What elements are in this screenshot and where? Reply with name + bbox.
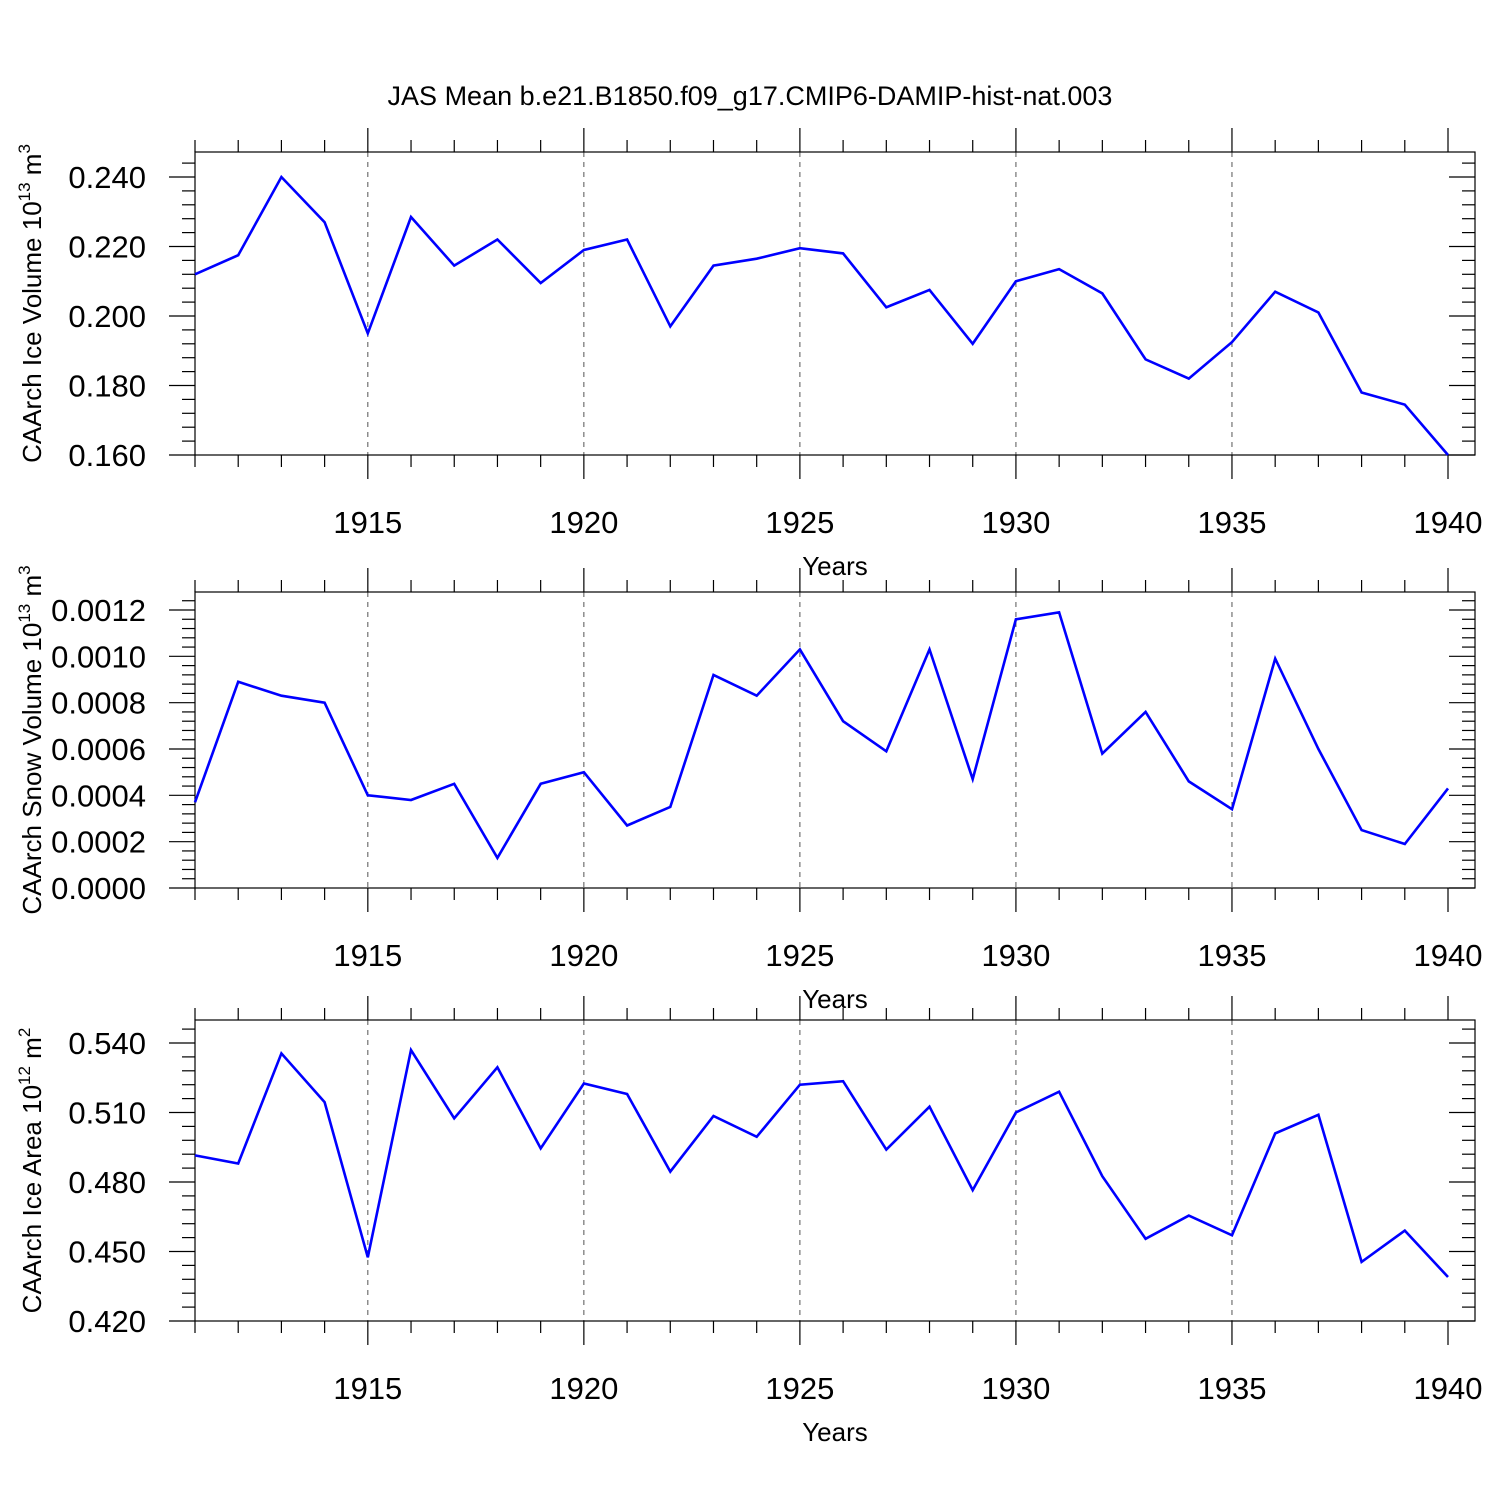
y-tick-label: 0.0012 <box>51 593 146 628</box>
y-axis-label-exponent: 13 <box>15 604 34 623</box>
y-axis-label-unit: m <box>17 1037 47 1066</box>
x-tick-label: 1915 <box>333 1371 402 1406</box>
y-axis-label: CAArch Snow Volume 1013 m3 <box>15 565 47 914</box>
y-tick-label: 0.160 <box>68 438 146 473</box>
x-axis-label: Years <box>802 1417 868 1447</box>
panel-3: 0.420 0.450 0.480 0.510 0.540 1915 1920 1925 193… <box>15 996 1482 1447</box>
y-axis-label-unit: m <box>17 575 47 604</box>
y-tick-label: 0.0002 <box>51 825 146 860</box>
x-tick-label: 1930 <box>981 938 1050 973</box>
y-axis-label-text: CAArch Snow Volume 10 <box>17 623 47 915</box>
x-tick-label: 1925 <box>765 505 834 540</box>
y-tick-label: 0.480 <box>68 1165 146 1200</box>
y-axis-label-unit-exponent: 3 <box>15 144 34 153</box>
chart-panels: 0.160 0.180 0.200 0.220 0.240 1915 1920 1925 193… <box>15 128 1482 1447</box>
x-tick-label: 1925 <box>765 1371 834 1406</box>
x-tick-label: 1930 <box>981 1371 1050 1406</box>
y-tick-label: 0.0004 <box>51 778 146 813</box>
y-axis-label-text: CAArch Ice Volume 10 <box>17 201 47 463</box>
panel-1: 0.160 0.180 0.200 0.220 0.240 1915 1920 1925 193… <box>15 128 1482 581</box>
y-tick-label: 0.240 <box>68 160 146 195</box>
plot-frame <box>194 1019 1476 1322</box>
x-tick-label: 1940 <box>1414 938 1483 973</box>
x-tick-label: 1935 <box>1197 505 1266 540</box>
series-line <box>194 174 1449 456</box>
y-tick-label: 0.200 <box>68 299 146 334</box>
y-axis-label: CAArch Ice Area 1012 m2 <box>15 1028 47 1314</box>
x-tick-label: 1920 <box>549 505 618 540</box>
y-tick-label: 0.420 <box>68 1304 146 1339</box>
series-line <box>194 1046 1449 1278</box>
x-tick-label: 1920 <box>549 938 618 973</box>
y-tick-label: 0.450 <box>68 1235 146 1270</box>
panel-2: 0.0000 0.0002 0.0004 0.0006 0.0008 0.0010 0.00… <box>15 565 1482 1014</box>
y-axis-label-unit-exponent: 3 <box>15 565 34 574</box>
y-tick-label: 0.0000 <box>51 871 146 906</box>
chart-title: JAS Mean b.e21.B1850.f09_g17.CMIP6-DAMIP… <box>388 81 1113 111</box>
plot-frame <box>194 591 1476 889</box>
y-axis-label-exponent: 12 <box>15 1066 34 1085</box>
y-tick-label: 0.510 <box>68 1096 146 1131</box>
x-tick-label: 1935 <box>1197 1371 1266 1406</box>
x-axis-label: Years <box>802 551 868 581</box>
x-axis-label: Years <box>802 984 868 1014</box>
y-tick-label: 0.220 <box>68 230 146 265</box>
y-axis-label-text: CAArch Ice Area 10 <box>17 1085 47 1313</box>
y-tick-label: 0.0010 <box>51 639 146 674</box>
plot-frame <box>194 151 1476 456</box>
x-tick-label: 1930 <box>981 505 1050 540</box>
y-tick-label: 0.0008 <box>51 686 146 721</box>
y-tick-label: 0.540 <box>68 1026 146 1061</box>
x-tick-label: 1935 <box>1197 938 1266 973</box>
y-tick-label: 0.180 <box>68 369 146 404</box>
y-axis-label-unit-exponent: 2 <box>15 1028 34 1037</box>
y-tick-label: 0.0006 <box>51 732 146 767</box>
x-tick-label: 1925 <box>765 938 834 973</box>
x-tick-label: 1940 <box>1414 505 1483 540</box>
x-tick-label: 1915 <box>333 938 402 973</box>
y-axis-label-exponent: 13 <box>15 182 34 201</box>
y-axis-label: CAArch Ice Volume 1013 m3 <box>15 144 47 463</box>
x-tick-label: 1940 <box>1414 1371 1483 1406</box>
x-tick-label: 1920 <box>549 1371 618 1406</box>
x-tick-label: 1915 <box>333 505 402 540</box>
series-line <box>193 610 1450 861</box>
y-axis-label-unit: m <box>17 154 47 183</box>
